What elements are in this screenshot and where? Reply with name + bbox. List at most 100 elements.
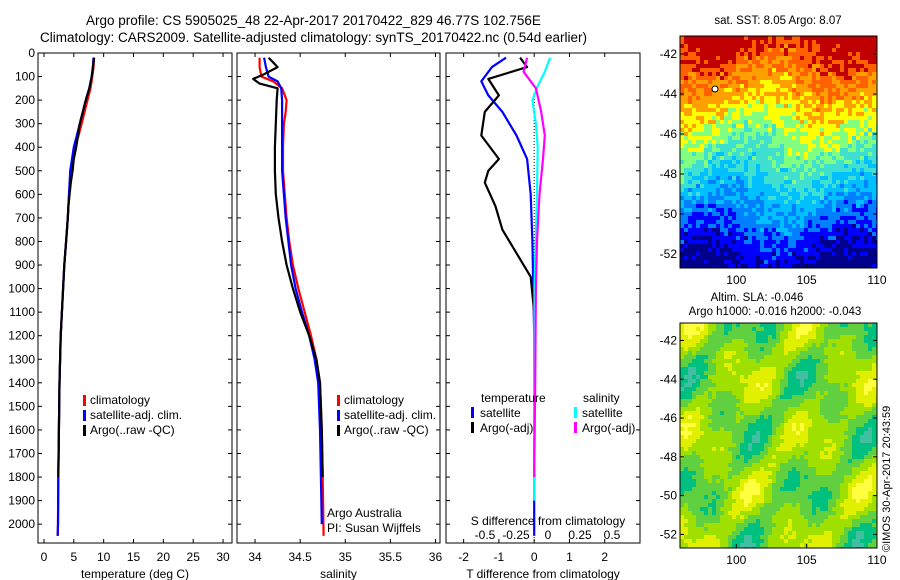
heatmap-cell <box>824 343 828 347</box>
heatmap-cell <box>764 431 768 435</box>
heatmap-cell <box>756 116 760 120</box>
heatmap-cell <box>780 88 784 92</box>
heatmap-cell <box>752 455 756 459</box>
heatmap-cell <box>680 407 684 411</box>
heatmap-cell <box>684 339 688 343</box>
heatmap-cell <box>700 256 704 260</box>
chart-title-line1: Argo profile: CS 5905025_48 22-Apr-2017 … <box>86 13 541 28</box>
heatmap-cell <box>836 88 840 92</box>
heatmap-cell <box>752 152 756 156</box>
heatmap-cell <box>812 355 816 359</box>
heatmap-cell <box>836 228 840 232</box>
heatmap-cell <box>864 451 868 455</box>
heatmap-cell <box>788 399 792 403</box>
heatmap-cell <box>776 343 780 347</box>
heatmap-cell <box>832 152 836 156</box>
heatmap-cell <box>796 204 800 208</box>
heatmap-cell <box>848 391 852 395</box>
heatmap-cell <box>724 252 728 256</box>
heatmap-cell <box>808 375 812 379</box>
heatmap-cell <box>844 160 848 164</box>
heatmap-cell <box>772 92 776 96</box>
heatmap-cell <box>780 383 784 387</box>
heatmap-cell <box>828 232 832 236</box>
heatmap-cell <box>776 455 780 459</box>
heatmap-cell <box>780 56 784 60</box>
heatmap-cell <box>772 212 776 216</box>
heatmap-cell <box>692 463 696 467</box>
heatmap-cell <box>736 463 740 467</box>
heatmap-cell <box>780 391 784 395</box>
heatmap-cell <box>804 359 808 363</box>
heatmap-cell <box>828 439 832 443</box>
heatmap-cell <box>700 208 704 212</box>
heatmap-cell <box>812 371 816 375</box>
heatmap-cell <box>716 128 720 132</box>
heatmap-cell <box>832 112 836 116</box>
heatmap-cell <box>780 387 784 391</box>
heatmap-cell <box>764 208 768 212</box>
heatmap-cell <box>816 451 820 455</box>
heatmap-cell <box>788 248 792 252</box>
heatmap-cell <box>872 435 876 439</box>
heatmap-cell <box>800 439 804 443</box>
heatmap-cell <box>840 260 844 264</box>
heatmap-cell <box>692 371 696 375</box>
heatmap-cell <box>688 383 692 387</box>
heatmap-cell <box>804 427 808 431</box>
heatmap-cell <box>868 375 872 379</box>
heatmap-cell <box>772 403 776 407</box>
map-x-tick-label: 110 <box>867 273 886 287</box>
heatmap-cell <box>800 156 804 160</box>
heatmap-cell <box>692 224 696 228</box>
heatmap-cell <box>760 104 764 108</box>
heatmap-cell <box>792 431 796 435</box>
heatmap-cell <box>824 124 828 128</box>
heatmap-cell <box>696 116 700 120</box>
heatmap-cell <box>724 152 728 156</box>
heatmap-cell <box>868 120 872 124</box>
heatmap-cell <box>744 152 748 156</box>
heatmap-cell <box>764 463 768 467</box>
heatmap-cell <box>832 88 836 92</box>
heatmap-cell <box>748 208 752 212</box>
heatmap-cell <box>868 260 872 264</box>
heatmap-cell <box>704 92 708 96</box>
heatmap-cell <box>768 347 772 351</box>
heatmap-cell <box>804 415 808 419</box>
heatmap-cell <box>872 256 876 260</box>
heatmap-cell <box>792 264 796 268</box>
heatmap-cell <box>864 228 868 232</box>
heatmap-cell <box>692 383 696 387</box>
heatmap-cell <box>744 72 748 76</box>
heatmap-cell <box>760 164 764 168</box>
heatmap-cell <box>828 411 832 415</box>
heatmap-cell <box>828 375 832 379</box>
heatmap-cell <box>872 196 876 200</box>
heatmap-cell <box>756 44 760 48</box>
heatmap-cell <box>844 463 848 467</box>
heatmap-cell <box>752 168 756 172</box>
heatmap-cell <box>780 108 784 112</box>
heatmap-cell <box>852 96 856 100</box>
heatmap-cell <box>852 212 856 216</box>
heatmap-cell <box>872 355 876 359</box>
heatmap-cell <box>788 160 792 164</box>
heatmap-cell <box>852 427 856 431</box>
heatmap-cell <box>852 116 856 120</box>
heatmap-cell <box>800 455 804 459</box>
heatmap-cell <box>696 80 700 84</box>
heatmap-cell <box>800 383 804 387</box>
heatmap-cell <box>684 252 688 256</box>
heatmap-cell <box>692 44 696 48</box>
heatmap-cell <box>748 176 752 180</box>
heatmap-cell <box>752 347 756 351</box>
heatmap-cell <box>824 160 828 164</box>
heatmap-cell <box>844 128 848 132</box>
heatmap-cell <box>720 52 724 56</box>
heatmap-cell <box>824 108 828 112</box>
heatmap-cell <box>824 347 828 351</box>
heatmap-cell <box>808 240 812 244</box>
heatmap-cell <box>800 463 804 467</box>
heatmap-cell <box>724 419 728 423</box>
